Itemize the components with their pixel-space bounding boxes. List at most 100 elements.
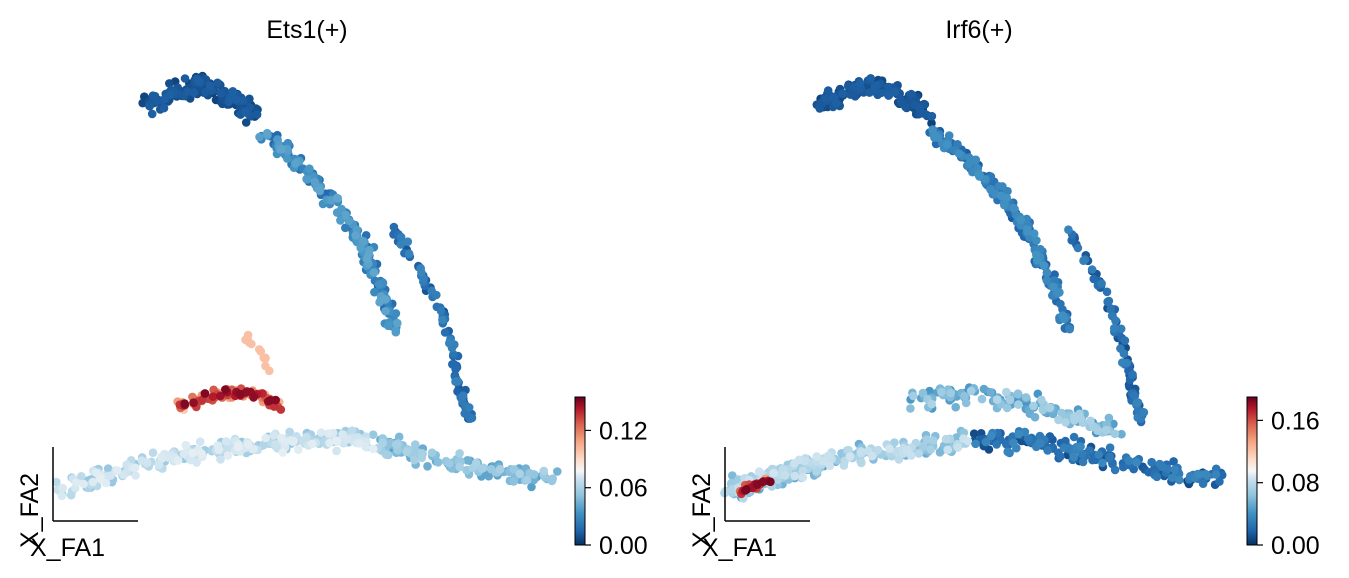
scatter-point: [812, 452, 821, 461]
scatter-point: [1194, 470, 1204, 479]
scatter-point: [417, 268, 426, 277]
scatter-point: [77, 472, 86, 481]
scatter-point: [927, 399, 936, 409]
scatter-point: [892, 447, 901, 456]
scatter-point: [262, 128, 272, 138]
scatter-point: [1002, 403, 1012, 413]
scatter-point: [145, 101, 154, 110]
scatter-point: [238, 96, 248, 105]
scatter-point: [235, 389, 245, 399]
scatter-point: [1169, 457, 1178, 466]
scatter-point: [182, 87, 192, 96]
scatter-point: [856, 447, 866, 457]
scatter-point: [180, 74, 190, 83]
scatter-point: [918, 388, 928, 398]
scatter-point: [324, 429, 333, 438]
scatter-point: [79, 479, 88, 489]
scatter-point: [539, 466, 549, 476]
scatter-point: [465, 414, 475, 424]
scatter-point: [906, 404, 915, 413]
scatter-point: [1104, 296, 1114, 306]
scatter-point: [52, 477, 61, 487]
scatter-point: [150, 91, 160, 101]
scatter-point: [1043, 446, 1052, 455]
scatter-point: [922, 435, 932, 444]
scatter-point: [515, 469, 525, 479]
scatter-point: [1170, 465, 1179, 475]
scatter-point: [458, 391, 468, 401]
scatter-point: [1002, 387, 1011, 397]
scatter-point: [1116, 344, 1125, 353]
scatter-point: [72, 478, 81, 487]
scatter-point: [96, 474, 105, 484]
scatter-point: [444, 459, 454, 468]
scatter-point: [867, 451, 877, 461]
scatter-point: [1110, 429, 1120, 439]
scatter-point: [909, 391, 918, 401]
scatter-point: [1102, 287, 1112, 297]
scatter-point: [1057, 408, 1066, 418]
scatter-point: [58, 483, 67, 493]
scatter-point: [845, 452, 855, 461]
scatter-point: [369, 268, 379, 277]
scatter-point: [1060, 314, 1069, 324]
scatter-point: [553, 467, 562, 476]
scatter-point: [1055, 288, 1064, 297]
scatter-point: [1104, 413, 1114, 423]
scatter-point: [937, 387, 946, 397]
axis-indicator: X_FA1 X_FA2: [688, 447, 810, 562]
scatter-point: [445, 338, 454, 348]
scatter-point: [1032, 255, 1042, 265]
scatter-point: [1029, 229, 1039, 238]
scatter-point: [374, 280, 384, 289]
scatter-point: [157, 452, 166, 462]
panel-title: Ets1(+): [266, 16, 347, 44]
scatter-point: [963, 436, 973, 446]
scatter-point: [368, 430, 378, 440]
scatter-point: [1132, 458, 1141, 467]
scatter-point: [1009, 438, 1018, 448]
scatter-point: [1035, 438, 1044, 448]
scatter-point: [252, 110, 262, 119]
scatter-point: [142, 458, 152, 468]
scatter-point: [846, 90, 855, 99]
scatter-point: [427, 448, 437, 458]
scatter-point: [216, 455, 225, 464]
scatter-point: [1014, 400, 1023, 409]
scatter-point: [1058, 305, 1067, 314]
scatter-point: [902, 445, 912, 455]
scatter-point: [391, 325, 401, 335]
scatter-point: [283, 154, 292, 163]
scatter-point: [188, 448, 197, 458]
scatter-point: [1155, 459, 1164, 469]
scatter-point: [205, 81, 215, 90]
scatter-point: [843, 81, 853, 91]
scatter-point: [277, 433, 286, 443]
scatter-point: [1078, 457, 1088, 467]
scatter-point: [742, 485, 751, 494]
scatter-point: [495, 465, 505, 474]
scatter-point: [1056, 452, 1065, 461]
scatter-point: [823, 86, 833, 95]
scatter-point: [1045, 403, 1055, 413]
scatter-point: [915, 103, 924, 113]
scatter-point: [1054, 415, 1063, 425]
scatter-point: [1042, 268, 1052, 278]
scatter-point: [233, 442, 243, 452]
scatter-point: [928, 125, 937, 134]
scatter-point: [1152, 472, 1162, 482]
scatter-point: [901, 102, 910, 112]
scatter-point: [981, 437, 991, 447]
scatter-point: [453, 377, 463, 386]
scatter-point: [1069, 432, 1079, 442]
scatter-point: [1000, 200, 1009, 210]
y-axis-label: X_FA2: [688, 473, 716, 548]
scatter-point: [946, 388, 956, 398]
scatter-point: [271, 440, 280, 449]
scatter-point: [890, 87, 900, 97]
scatter-point: [181, 440, 191, 450]
scatter-point: [463, 456, 472, 465]
scatter-point: [926, 445, 936, 454]
scatter-point: [1070, 416, 1079, 425]
scatter-point: [261, 433, 271, 443]
